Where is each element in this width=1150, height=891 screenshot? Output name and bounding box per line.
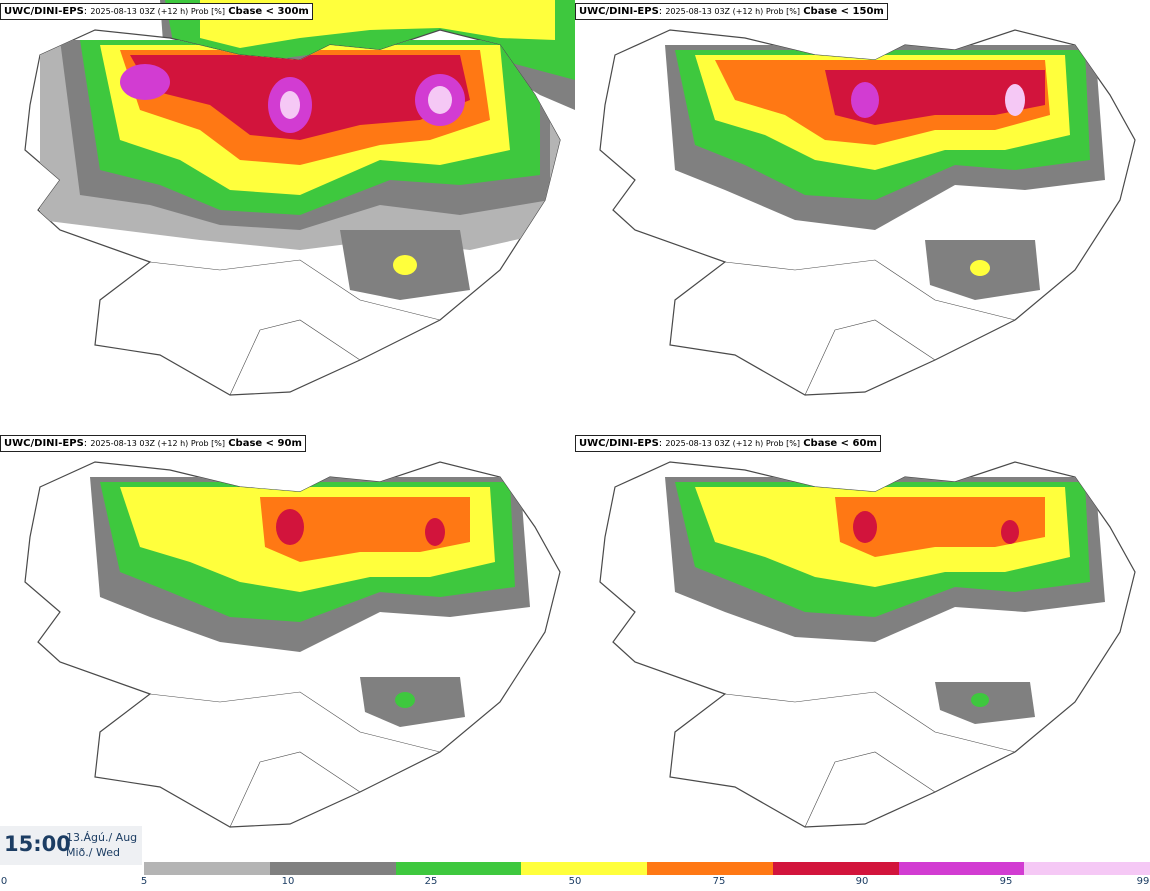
colorbar-tick-label: 90 [855, 876, 869, 887]
model-name: UWC/DINI-EPS [579, 6, 659, 17]
panel-title-150: UWC/DINI-EPS: 2025-08-13 03Z (+12 h) Pro… [575, 3, 888, 20]
parameter-label: Cbase < 60m [803, 438, 877, 449]
map-panel-cbase-300: UWC/DINI-EPS: 2025-08-13 03Z (+12 h) Pro… [0, 0, 575, 430]
colorbar-segment [898, 862, 1025, 875]
internal-boundary [99, 691, 441, 753]
iceland-map-300 [24, 0, 575, 396]
colorbar-segment [144, 862, 270, 875]
probability-fields [665, 477, 1105, 724]
internal-boundary-2 [229, 751, 361, 828]
map-panel-cbase-90: UWC/DINI-EPS: 2025-08-13 03Z (+12 h) Pro… [0, 432, 575, 862]
probability-fields [40, 40, 560, 300]
colorbar-segment [1024, 862, 1150, 875]
probability-colorbar [144, 862, 1150, 875]
colorbar-tick-label: 5 [140, 876, 148, 887]
internal-boundary [99, 259, 441, 321]
colorbar-segment [521, 862, 647, 875]
iceland-map-60 [599, 461, 1136, 828]
colorbar-tick-label: 75 [712, 876, 726, 887]
colorbar-segment [395, 862, 522, 875]
valid-time-weekday: Mið./ Wed [66, 846, 120, 859]
probability-fields [665, 45, 1105, 300]
model-name: UWC/DINI-EPS [4, 6, 84, 17]
iceland-map-150 [599, 29, 1136, 396]
model-name: UWC/DINI-EPS [579, 438, 659, 449]
internal-boundary-2 [804, 751, 936, 828]
colorbar-tick-label: 50 [568, 876, 582, 887]
panel-title-90: UWC/DINI-EPS: 2025-08-13 03Z (+12 h) Pro… [0, 435, 306, 452]
colorbar-tick-label: 0 [0, 876, 8, 887]
panel-title-300: UWC/DINI-EPS: 2025-08-13 03Z (+12 h) Pro… [0, 3, 313, 20]
colorbar-tick-label: 25 [424, 876, 438, 887]
map-panel-cbase-60: UWC/DINI-EPS: 2025-08-13 03Z (+12 h) Pro… [575, 432, 1150, 862]
model-name: UWC/DINI-EPS [4, 438, 84, 449]
colorbar-segment [647, 862, 773, 875]
colorbar-segment [772, 862, 899, 875]
iceland-map-90 [24, 461, 561, 828]
parameter-label: Cbase < 300m [228, 6, 309, 17]
run-info: 2025-08-13 03Z (+12 h) Prob [%] [90, 7, 226, 16]
internal-boundary [674, 691, 1016, 753]
panel-title-60: UWC/DINI-EPS: 2025-08-13 03Z (+12 h) Pro… [575, 435, 881, 452]
colorbar-tick-label: 10 [281, 876, 295, 887]
valid-time-box: 15:00 13.Ágú./ Aug Mið./ Wed [0, 826, 142, 865]
internal-boundary-2 [804, 319, 936, 396]
colorbar-segment [269, 862, 396, 875]
probability-fields [90, 477, 530, 727]
valid-time-clock: 15:00 [4, 832, 71, 856]
colorbar-tick-label: 99 [1136, 876, 1150, 887]
valid-time-date: 13.Ágú./ Aug [66, 831, 138, 844]
run-info: 2025-08-13 03Z (+12 h) Prob [%] [90, 439, 226, 448]
run-info: 2025-08-13 03Z (+12 h) Prob [%] [665, 7, 801, 16]
parameter-label: Cbase < 90m [228, 438, 302, 449]
internal-boundary-2 [229, 319, 361, 396]
parameter-label: Cbase < 150m [803, 6, 884, 17]
colorbar-tick-label: 95 [999, 876, 1013, 887]
run-info: 2025-08-13 03Z (+12 h) Prob [%] [665, 439, 801, 448]
map-panel-cbase-150: UWC/DINI-EPS: 2025-08-13 03Z (+12 h) Pro… [575, 0, 1150, 430]
internal-boundary [674, 259, 1016, 321]
